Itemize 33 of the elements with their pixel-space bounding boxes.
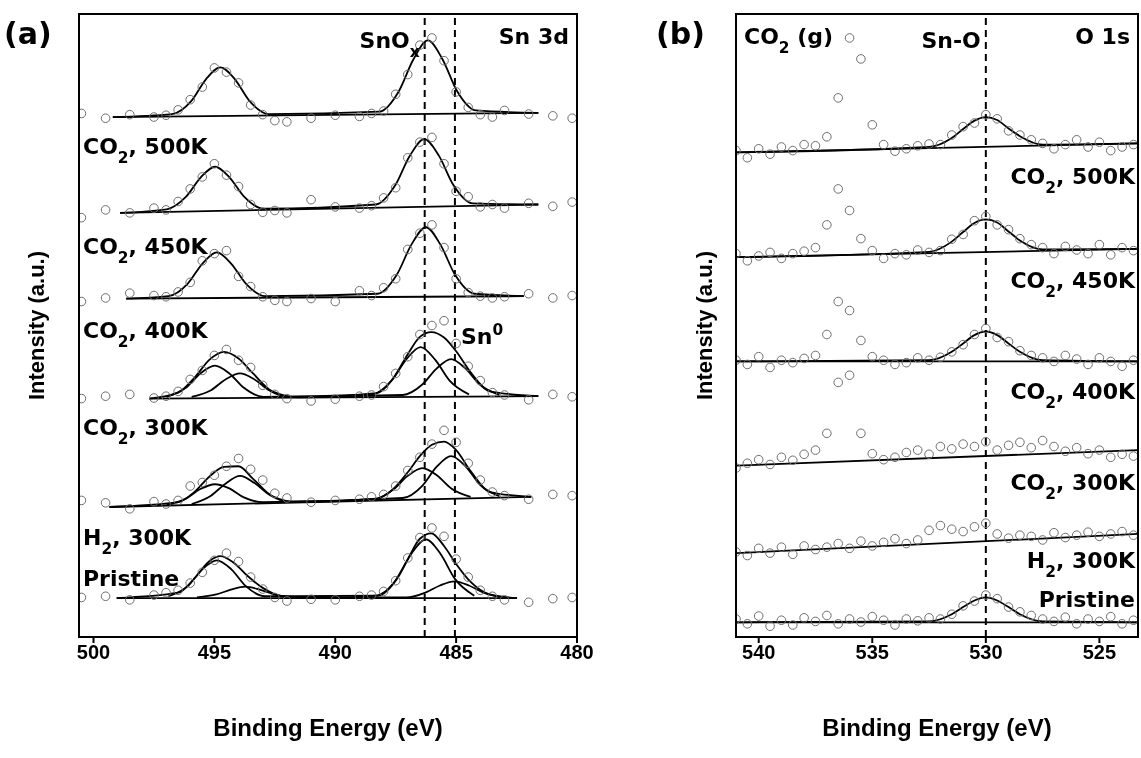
chart-title: (a) [4, 16, 52, 51]
series-label: CO$_{2}$, 450K [1010, 267, 1136, 301]
x-tick-label: 480 [560, 641, 594, 664]
annotation: Sn 3d [498, 24, 569, 49]
y-axis-title: Intensity (a.u.) [24, 250, 49, 401]
series-label: CO$_{2}$, 450K [83, 233, 209, 267]
x-tick-label: 495 [197, 641, 232, 664]
series-label: CO$_{2}$, 500K [83, 134, 209, 168]
x-tick-label: 535 [855, 641, 889, 664]
series-label: Pristine [1038, 586, 1135, 612]
x-tick-label: 500 [76, 641, 111, 664]
x-axis-title: Binding Energy (eV) [213, 714, 443, 741]
annotation: O 1s [1075, 24, 1130, 49]
ref-line-label: Sn-O [921, 28, 981, 53]
series-label: CO$_{2}$, 500K [1010, 163, 1136, 197]
series-label: CO$_{2}$, 400K [1010, 379, 1136, 413]
series-label: H$_{2}$, 300K [1026, 548, 1136, 582]
x-tick-label: 485 [439, 641, 473, 664]
x-tick-label: 490 [318, 641, 352, 664]
series-label: Pristine [83, 566, 180, 592]
series-label: H$_{2}$, 300K [83, 524, 193, 558]
x-tick-label: 530 [969, 641, 1003, 664]
series-label: CO$_{2}$, 300K [83, 414, 209, 448]
x-tick-label: 525 [1082, 641, 1117, 664]
ref-line-label: SnO$_{x}$ [359, 28, 420, 61]
x-axis-title: Binding Energy (eV) [822, 714, 1052, 741]
chart-title: (b) [656, 16, 705, 51]
series-label: CO$_{2}$, 400K [83, 317, 209, 351]
annotation: CO$_{2}$ (g) [744, 24, 834, 57]
y-axis-title: Intensity (a.u.) [692, 250, 717, 401]
series-label: CO$_{2}$, 300K [1010, 470, 1136, 504]
x-tick-label: 540 [742, 641, 776, 664]
ref-line-label: Sn$^{0}$ [460, 321, 504, 350]
